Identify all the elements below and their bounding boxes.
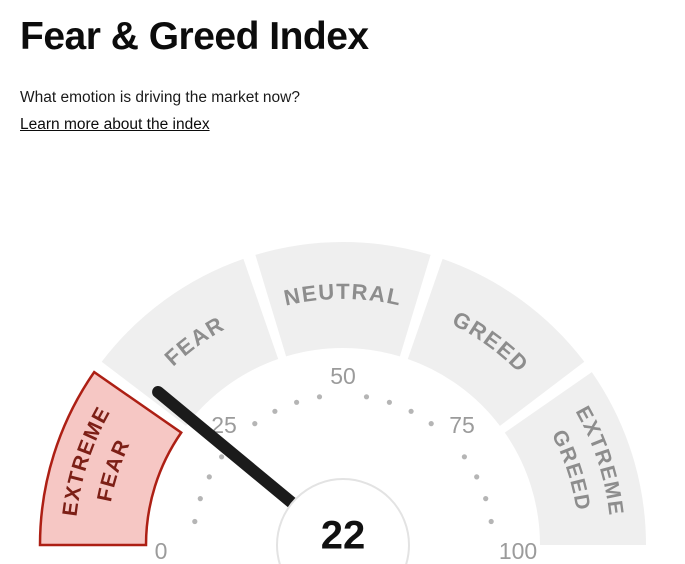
gauge-tick-dots bbox=[192, 394, 494, 525]
page-subtitle: What emotion is driving the market now? bbox=[20, 88, 300, 106]
tick-label-0: 0 bbox=[155, 538, 168, 564]
gauge-svg: EXTREME FEAR FEAR NEUTRAL GREED EXTREME … bbox=[38, 241, 646, 564]
gauge-tick-dot bbox=[192, 518, 198, 525]
segment-greed bbox=[407, 258, 585, 426]
gauge-tick-dot bbox=[363, 394, 370, 400]
gauge-tick-dot bbox=[272, 408, 278, 414]
gauge-tick-dot bbox=[488, 518, 494, 525]
segment-fear bbox=[101, 258, 279, 426]
learn-more-link[interactable]: Learn more about the index bbox=[20, 115, 210, 133]
gauge-tick-dot bbox=[483, 496, 489, 502]
tick-label-75: 75 bbox=[449, 412, 475, 438]
segment-extreme-greed bbox=[504, 372, 646, 545]
gauge-tick-dot bbox=[316, 394, 323, 400]
fear-greed-gauge: EXTREME FEAR FEAR NEUTRAL GREED EXTREME … bbox=[0, 170, 685, 564]
gauge-tick-dot bbox=[294, 399, 300, 405]
segment-neutral bbox=[255, 241, 431, 357]
page-title: Fear & Greed Index bbox=[20, 15, 369, 58]
gauge-tick-dot bbox=[474, 474, 480, 480]
gauge-tick-dot bbox=[252, 421, 258, 427]
gauge-value: 22 bbox=[321, 514, 366, 558]
gauge-tick-dot bbox=[197, 496, 203, 502]
gauge-tick-dot bbox=[386, 399, 392, 405]
segment-extreme-fear bbox=[38, 370, 183, 547]
gauge-tick-dot bbox=[461, 454, 467, 460]
page-header: Fear & Greed Index What emotion is drivi… bbox=[0, 0, 685, 134]
gauge-tick-dot bbox=[206, 474, 212, 480]
tick-label-100: 100 bbox=[499, 538, 537, 564]
gauge-tick-dot bbox=[428, 421, 434, 427]
gauge-center-circle bbox=[276, 478, 410, 564]
gauge-tick-dot bbox=[408, 408, 414, 414]
gauge-tick-dot bbox=[219, 454, 225, 460]
tick-label-50: 50 bbox=[330, 363, 356, 389]
